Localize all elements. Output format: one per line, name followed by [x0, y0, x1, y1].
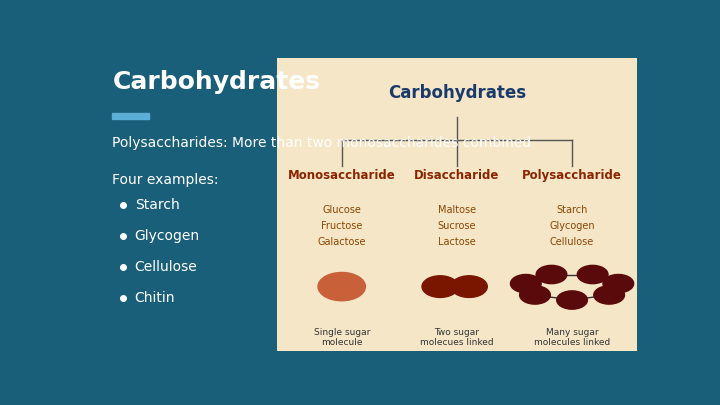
FancyBboxPatch shape	[277, 58, 637, 351]
Ellipse shape	[603, 275, 634, 293]
Text: Carbohydrates: Carbohydrates	[112, 70, 320, 94]
Text: Polysaccharide: Polysaccharide	[522, 169, 622, 182]
Text: Starch: Starch	[135, 198, 179, 211]
Text: Starch: Starch	[557, 205, 588, 215]
Ellipse shape	[422, 276, 458, 297]
Text: Disaccharide: Disaccharide	[414, 169, 500, 182]
Text: Carbohydrates: Carbohydrates	[388, 84, 526, 102]
Text: Chitin: Chitin	[135, 291, 175, 305]
Text: Galactose: Galactose	[318, 237, 366, 247]
Text: Glucose: Glucose	[323, 205, 361, 215]
Text: Cellulose: Cellulose	[135, 260, 197, 274]
Ellipse shape	[536, 265, 567, 284]
Text: Monosaccharide: Monosaccharide	[288, 169, 395, 182]
Bar	[112, 113, 148, 119]
Ellipse shape	[594, 286, 624, 304]
Text: Sucrose: Sucrose	[438, 221, 476, 231]
Text: Lactose: Lactose	[438, 237, 476, 247]
Text: Fructose: Fructose	[321, 221, 362, 231]
Text: Polysaccharides: More than two monosaccharides combined: Polysaccharides: More than two monosacch…	[112, 136, 531, 150]
Ellipse shape	[451, 276, 487, 297]
Ellipse shape	[520, 286, 550, 304]
Text: Four examples:: Four examples:	[112, 173, 219, 188]
Text: Two sugar
molecues linked: Two sugar molecues linked	[420, 328, 494, 347]
Ellipse shape	[557, 291, 588, 309]
Text: Single sugar
molecule: Single sugar molecule	[313, 328, 370, 347]
Text: Maltose: Maltose	[438, 205, 476, 215]
Text: Glycogen: Glycogen	[135, 229, 199, 243]
Text: Cellulose: Cellulose	[550, 237, 594, 247]
Ellipse shape	[510, 275, 541, 293]
Ellipse shape	[318, 273, 366, 301]
Text: Many sugar
molecules linked: Many sugar molecules linked	[534, 328, 610, 347]
Text: Glycogen: Glycogen	[549, 221, 595, 231]
Ellipse shape	[577, 265, 608, 284]
